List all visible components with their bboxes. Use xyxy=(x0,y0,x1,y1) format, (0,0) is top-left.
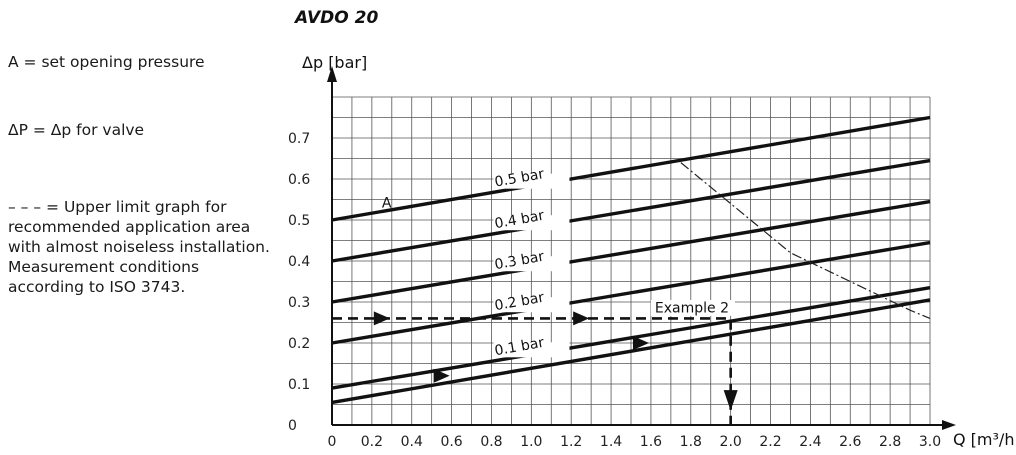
example-path xyxy=(332,317,732,425)
example-label-bg xyxy=(650,299,735,316)
down-arrow xyxy=(723,390,738,411)
x-tick-label: 0.8 xyxy=(480,434,502,450)
curve-label-bg xyxy=(493,173,570,189)
y-tick-label: 0.6 xyxy=(288,172,310,188)
curve-label-bg xyxy=(493,215,570,231)
axes xyxy=(327,66,956,430)
series-line-1 xyxy=(331,158,931,263)
x-tick-label: 1.6 xyxy=(640,434,662,450)
x-tick-label: 1.8 xyxy=(680,434,702,450)
x-tick-label: 2.4 xyxy=(799,434,821,450)
series-lines xyxy=(331,115,931,405)
x-tick-label: 0.2 xyxy=(361,434,383,450)
curve-label-bg xyxy=(493,297,570,313)
y-tick-label: 0 xyxy=(288,418,297,434)
example-label: Example 2 xyxy=(655,300,729,316)
series-line-3 xyxy=(331,240,931,345)
y-tick-label: 0.3 xyxy=(288,295,310,311)
x-tick-label: 1.4 xyxy=(600,434,622,450)
curve-label-bg xyxy=(493,256,570,272)
chart-title: AVDO 20 xyxy=(295,8,379,28)
x-tick-label: 3.0 xyxy=(919,434,941,450)
legend-delta-p: ΔP = Δp for valve xyxy=(8,121,145,139)
x-axis-label: Q [m³/h] xyxy=(953,430,1016,449)
x-tick-label: 0.4 xyxy=(401,434,423,450)
upper-limit-line xyxy=(680,162,931,319)
flow-arrow xyxy=(632,336,649,350)
y-axis-label: Δp [bar] xyxy=(302,53,367,72)
y-tick-label: 0.7 xyxy=(288,131,310,147)
series-line-4 xyxy=(331,285,931,390)
flow-arrow xyxy=(373,311,390,326)
curve-a-label: A xyxy=(382,196,392,212)
x-tick-label: 1.0 xyxy=(520,434,542,450)
series-line-2 xyxy=(331,199,931,304)
x-tick-label: 1.2 xyxy=(560,434,582,450)
x-axis-arrow xyxy=(942,420,956,430)
legend-upper-limit: – – – = Upper limit graph for recommende… xyxy=(8,198,270,296)
flow-arrow xyxy=(433,368,450,383)
flow-arrow xyxy=(573,311,590,326)
x-tick-label: 2.6 xyxy=(839,434,861,450)
grid xyxy=(332,96,931,425)
x-tick-label: 0.6 xyxy=(440,434,462,450)
x-tick-label: 2.2 xyxy=(759,434,781,450)
y-axis-arrow xyxy=(327,66,337,82)
y-tick-label: 0.5 xyxy=(288,213,310,229)
x-tick-label: 2.8 xyxy=(879,434,901,450)
legend-set-opening-pressure: A = set opening pressure xyxy=(8,53,205,71)
curve-label-bg xyxy=(493,342,570,358)
y-tick-label: 0.2 xyxy=(288,336,310,352)
y-tick-label: 0.1 xyxy=(288,377,310,393)
tick-labels: 0 0.2 0.4 0.6 0.8 1.0 1.2 1.4 1.6 1.8 2.0 2.2 2.4 2.6… xyxy=(288,131,941,450)
x-tick-label: 2.0 xyxy=(720,434,742,450)
y-tick-label: 0.4 xyxy=(288,254,310,270)
series-line-5 xyxy=(331,298,931,405)
x-tick-label: 0 xyxy=(328,434,337,450)
series-line-0 xyxy=(331,115,931,222)
